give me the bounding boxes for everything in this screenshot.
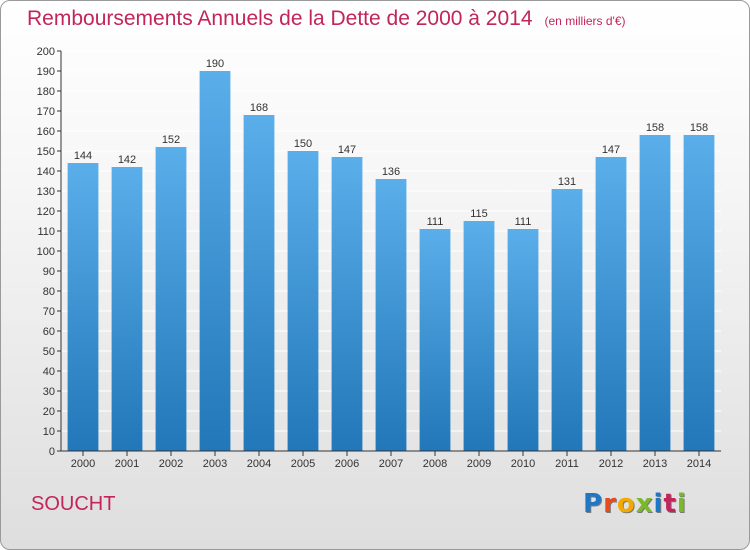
x-tick-label: 2011 <box>555 458 579 470</box>
bar <box>287 151 319 451</box>
y-tick-label: 130 <box>37 186 55 198</box>
data-label: 158 <box>646 122 664 134</box>
y-tick-label: 30 <box>43 386 55 398</box>
x-tick-label: 2000 <box>71 458 95 470</box>
bar <box>155 147 187 451</box>
bar <box>199 71 231 451</box>
x-tick-label: 2014 <box>687 458 711 470</box>
logo-letter: o <box>616 489 636 519</box>
data-label: 147 <box>338 144 356 156</box>
data-label: 147 <box>602 144 620 156</box>
data-label: 111 <box>515 216 532 228</box>
bar <box>639 135 671 451</box>
y-tick-label: 20 <box>43 406 55 418</box>
x-tick-label: 2004 <box>247 458 271 470</box>
data-label: 111 <box>427 216 444 228</box>
y-tick-label: 60 <box>43 326 55 338</box>
x-tick-label: 2012 <box>599 458 623 470</box>
data-label: 152 <box>162 134 180 146</box>
y-tick-label: 120 <box>37 206 55 218</box>
data-label: 150 <box>294 138 312 150</box>
bar <box>67 163 99 451</box>
bar <box>683 135 715 451</box>
y-tick-label: 180 <box>37 86 55 98</box>
data-label: 190 <box>206 58 224 70</box>
x-tick-label: 2013 <box>643 458 667 470</box>
y-tick-label: 110 <box>37 226 55 238</box>
y-tick-label: 90 <box>43 266 55 278</box>
y-tick-label: 140 <box>37 166 55 178</box>
logo-letter: i <box>653 489 664 519</box>
labels: 0 10 20 30 40 50 60 70 80 90 100 110 120 130 140 150 160… <box>37 46 712 470</box>
logo-letter: i <box>676 489 687 519</box>
bar <box>463 221 495 451</box>
bar <box>507 229 539 451</box>
chart-title: Remboursements Annuels de la Dette de 20… <box>27 7 533 30</box>
y-tick-label: 40 <box>43 366 55 378</box>
x-tick-label: 2010 <box>511 458 535 470</box>
y-tick-label: 160 <box>37 126 55 138</box>
x-tick-label: 2005 <box>291 458 315 470</box>
data-label: 115 <box>470 208 488 220</box>
y-tick-label: 170 <box>37 106 55 118</box>
data-label: 136 <box>382 166 400 178</box>
logo-letter: P <box>583 489 604 519</box>
bar <box>375 179 407 451</box>
bar <box>331 157 363 451</box>
bar <box>243 115 275 451</box>
y-tick-label: 0 <box>49 446 55 458</box>
y-tick-label: 80 <box>43 286 55 298</box>
y-tick-label: 10 <box>43 426 55 438</box>
x-tick-label: 2006 <box>335 458 359 470</box>
chart-subtitle: (en milliers d'€) <box>544 14 626 28</box>
axes <box>57 50 721 456</box>
bar <box>595 157 627 451</box>
y-tick-label: 150 <box>37 146 55 158</box>
x-tick-label: 2007 <box>379 458 403 470</box>
bar <box>111 167 143 451</box>
x-tick-label: 2009 <box>467 458 491 470</box>
y-tick-label: 100 <box>37 246 55 258</box>
y-tick-label: 70 <box>43 306 55 318</box>
x-tick-label: 2002 <box>159 458 183 470</box>
data-label: 158 <box>690 122 708 134</box>
data-label: 131 <box>558 176 576 188</box>
y-tick-label: 200 <box>37 46 55 58</box>
bars <box>67 71 715 451</box>
title-row: Remboursements Annuels de la Dette de 20… <box>27 7 626 31</box>
bar <box>551 189 583 451</box>
data-label: 142 <box>118 154 136 166</box>
x-tick-label: 2001 <box>115 458 139 470</box>
data-label: 144 <box>74 150 92 162</box>
logo-letter: x <box>635 489 654 519</box>
y-tick-label: 50 <box>43 346 55 358</box>
logo-letter: t <box>663 489 677 519</box>
bar <box>419 229 451 451</box>
proxiti-logo[interactable]: Proxiti <box>583 489 687 519</box>
y-tick-label: 190 <box>37 66 55 78</box>
data-label: 168 <box>250 102 268 114</box>
x-tick-label: 2008 <box>423 458 447 470</box>
x-tick-label: 2003 <box>203 458 227 470</box>
logo-letter: r <box>603 489 617 519</box>
location-label: SOUCHT <box>31 493 116 515</box>
